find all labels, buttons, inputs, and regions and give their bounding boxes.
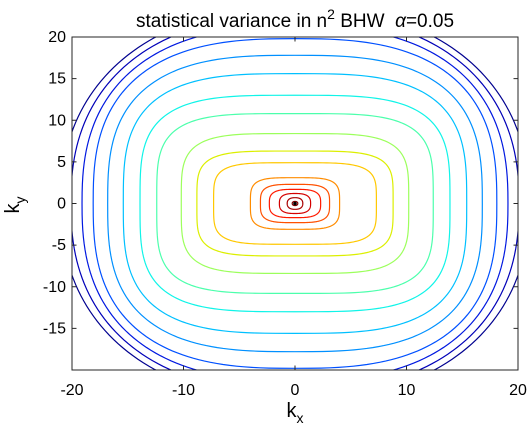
title-alpha-value: =0.05 bbox=[406, 11, 454, 32]
contour-line bbox=[107, 54, 483, 353]
contour-line bbox=[286, 197, 304, 210]
contour-line bbox=[291, 200, 299, 207]
y-tick-label: 20 bbox=[48, 29, 66, 46]
y-tick-label: 0 bbox=[57, 196, 66, 213]
contour-line bbox=[139, 94, 451, 313]
y-tick-label: 10 bbox=[48, 112, 66, 129]
contour-line bbox=[180, 132, 410, 275]
x-axis-label: kx bbox=[287, 400, 304, 426]
contour-line bbox=[259, 183, 331, 224]
y-axis-label: ky bbox=[2, 197, 28, 214]
y-tick-label: -5 bbox=[52, 237, 66, 254]
x-tick-label: 0 bbox=[291, 382, 300, 399]
contour-line bbox=[92, 38, 498, 369]
axis-ticks: -20 -10 0 10 20 20 15 10 5 0 -5 -10 -15 bbox=[43, 29, 527, 399]
title-alpha-symbol: α bbox=[395, 11, 407, 32]
x-tick-label: -20 bbox=[60, 382, 83, 399]
contour-line bbox=[268, 188, 322, 219]
y-tick-label: -15 bbox=[43, 320, 66, 337]
title-superscript: 2 bbox=[327, 6, 335, 22]
y-tick-label: 15 bbox=[48, 71, 66, 88]
title-main: statistical variance in n bbox=[136, 11, 327, 32]
contour-line bbox=[249, 177, 341, 230]
x-tick-label: -10 bbox=[172, 382, 195, 399]
contour-line bbox=[212, 162, 377, 245]
x-tick-label: 20 bbox=[509, 382, 527, 399]
chart-title: statistical variance in n2 BHW α=0.05 bbox=[136, 6, 454, 32]
x-tick-label: 10 bbox=[398, 382, 416, 399]
title-rest: BHW bbox=[335, 11, 395, 32]
contour-line bbox=[278, 192, 312, 215]
contour-line bbox=[196, 150, 394, 257]
contour-line bbox=[122, 73, 468, 334]
center-point bbox=[293, 201, 297, 206]
y-tick-label: -10 bbox=[43, 279, 66, 296]
contour-line bbox=[156, 112, 434, 295]
y-tick-label: 5 bbox=[57, 154, 66, 171]
contour-line bbox=[81, 37, 509, 370]
